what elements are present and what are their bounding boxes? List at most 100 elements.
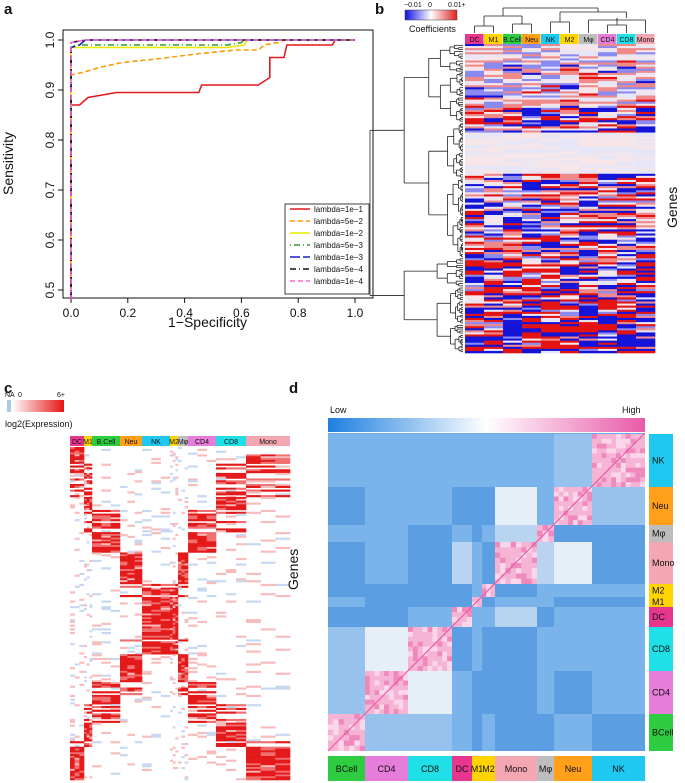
b-cell xyxy=(541,50,561,53)
c-cell xyxy=(79,478,85,481)
c-cell xyxy=(236,741,247,744)
c-cell xyxy=(101,548,111,551)
b-cell xyxy=(503,87,523,90)
c-cell xyxy=(84,743,87,746)
b-cell xyxy=(579,169,599,173)
b-cell xyxy=(636,196,656,199)
d-block xyxy=(554,627,592,671)
d-block xyxy=(365,714,408,751)
c-cell xyxy=(101,554,111,557)
d-block-cell xyxy=(531,573,537,579)
c-cell xyxy=(86,743,90,746)
b-cell xyxy=(484,239,504,243)
b-cell xyxy=(465,235,485,238)
roc-legend: lambda=1e−1lambda=5e−2lambda=1e−2lambda=… xyxy=(284,203,370,295)
b-cell xyxy=(598,105,618,109)
c-cell xyxy=(172,617,176,620)
b-cell xyxy=(503,317,523,321)
b-cell xyxy=(579,54,599,57)
b-cell xyxy=(541,212,561,216)
b-cell xyxy=(465,147,485,150)
b-cell xyxy=(522,89,542,92)
b-cell xyxy=(522,223,542,226)
b-cell xyxy=(541,87,561,90)
c-col-label-5: M2 xyxy=(169,439,179,446)
c-cell xyxy=(151,606,161,609)
b-cell xyxy=(465,313,485,317)
c-cell xyxy=(178,582,182,585)
b-cell xyxy=(617,254,637,257)
d-row-label-1: Neu xyxy=(652,501,669,511)
d-block-cell xyxy=(328,735,334,741)
c-cell xyxy=(134,585,143,588)
b-cell xyxy=(465,72,485,76)
d-block-cell xyxy=(422,646,428,652)
c-cell xyxy=(160,596,171,599)
b-cell xyxy=(617,291,637,294)
b-cell xyxy=(503,188,523,191)
d-block xyxy=(592,671,645,714)
c-cell xyxy=(175,607,179,611)
c-cell xyxy=(127,535,135,538)
b-col-color xyxy=(617,34,636,44)
b-cell xyxy=(465,293,485,296)
d-block-cell xyxy=(432,631,438,637)
c-cell xyxy=(172,583,176,587)
c-cell xyxy=(275,635,291,638)
correlation-heatmap-cells xyxy=(327,432,646,752)
b-cell xyxy=(484,291,504,294)
b-cell xyxy=(522,214,542,218)
d-block xyxy=(482,597,495,607)
b-cell xyxy=(541,313,561,317)
b-cell xyxy=(465,223,485,226)
c-cell xyxy=(175,652,179,655)
b-cell xyxy=(484,103,504,107)
b-cell xyxy=(617,161,637,164)
c-cell xyxy=(175,587,179,590)
b-cell xyxy=(541,287,561,290)
b-cell xyxy=(484,344,504,348)
b-cell xyxy=(522,103,542,107)
b-cell xyxy=(484,79,504,82)
b-cell xyxy=(560,169,580,173)
b-cell xyxy=(503,66,523,70)
b-cell xyxy=(617,262,637,265)
c-cell xyxy=(184,559,189,562)
b-cell xyxy=(522,151,542,154)
b-cell xyxy=(484,266,504,269)
b-cell xyxy=(617,324,637,327)
c-cell xyxy=(84,517,87,520)
b-cell xyxy=(617,297,637,300)
c-cell xyxy=(92,593,102,596)
b-cell xyxy=(503,109,523,113)
c-cell xyxy=(79,456,85,459)
roc-x-axis-label: 1−Specificity xyxy=(168,314,247,330)
d-block xyxy=(472,525,482,542)
c-col-label-4: NK xyxy=(151,439,161,446)
d-block-cell xyxy=(432,636,438,642)
c-cell xyxy=(260,774,276,777)
coefficients-color-key xyxy=(404,9,458,21)
b-cell xyxy=(560,266,580,269)
b-cell xyxy=(484,151,504,154)
d-block-cell xyxy=(408,627,413,632)
b-cell xyxy=(522,179,542,183)
b-cell xyxy=(522,245,542,249)
c-cell xyxy=(216,728,227,731)
c-cell xyxy=(120,672,128,675)
c-cell xyxy=(92,691,102,694)
b-cell xyxy=(503,140,523,144)
c-cell xyxy=(275,469,291,472)
d-row-label-7: CD8 xyxy=(652,644,670,654)
c-cell xyxy=(101,717,111,720)
d-row-label-4: M2 xyxy=(652,586,665,596)
d-block-cell xyxy=(359,719,365,725)
b-cell xyxy=(522,54,542,57)
b-cell xyxy=(541,200,561,203)
b-cell xyxy=(560,344,580,348)
c-cell xyxy=(260,495,276,498)
b-cell xyxy=(465,289,485,292)
c-cell xyxy=(92,713,102,716)
b-cell xyxy=(503,130,523,133)
c-cell xyxy=(70,606,75,609)
